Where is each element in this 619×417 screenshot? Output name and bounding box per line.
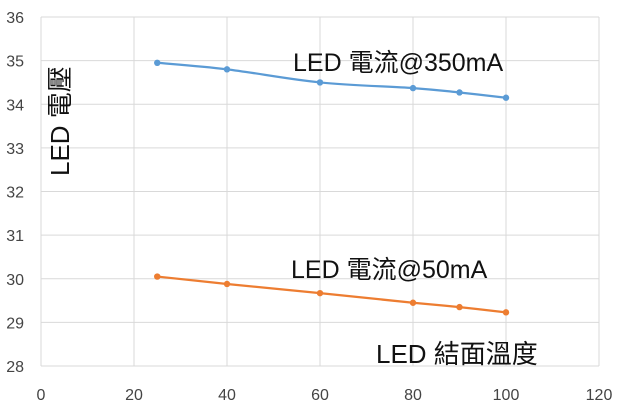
data-point: [223, 280, 231, 288]
y-tick-label: 29: [6, 315, 24, 332]
data-point: [316, 289, 324, 297]
x-tick-label: 120: [586, 387, 613, 404]
series-label-50ma: LED 電流@50mA: [291, 256, 488, 284]
data-point: [409, 299, 417, 306]
y-tick-label: 28: [6, 359, 24, 376]
data-point: [223, 66, 231, 73]
y-tick-label: 30: [6, 272, 24, 289]
data-point: [456, 303, 463, 311]
series-layer: [154, 59, 510, 316]
series-label-350ma: LED 電流@350mA: [293, 49, 503, 77]
y-tick-label: 34: [6, 97, 24, 114]
y-tick-label: 35: [6, 54, 24, 71]
x-tick-label: 60: [311, 387, 329, 404]
data-point: [409, 84, 417, 92]
data-point: [456, 89, 463, 96]
x-tick-label: 20: [125, 387, 143, 404]
tick-labels: 0 20 40 60 80 100 120 28 29 30 31 32 33 34 35 36: [6, 10, 612, 404]
grid-layer: [40, 16, 600, 367]
data-point: [154, 273, 161, 280]
x-tick-label: 100: [493, 387, 520, 404]
labels-layer: LED 電流@350mA LED 電流@50mA LED 結面溫度 LED 電壓: [45, 49, 538, 369]
data-point: [502, 94, 510, 101]
y-tick-label: 36: [6, 10, 24, 27]
data-point: [502, 309, 510, 316]
y-axis-label: LED 電壓: [45, 66, 75, 176]
data-point: [154, 59, 161, 67]
x-tick-label: 0: [37, 387, 46, 404]
x-axis-label: LED 結面溫度: [376, 339, 538, 369]
x-tick-label: 40: [218, 387, 236, 404]
y-tick-label: 33: [6, 141, 24, 158]
data-point: [316, 79, 324, 86]
x-tick-label: 80: [404, 387, 422, 404]
y-tick-label: 31: [6, 228, 24, 245]
y-tick-label: 32: [6, 185, 24, 202]
